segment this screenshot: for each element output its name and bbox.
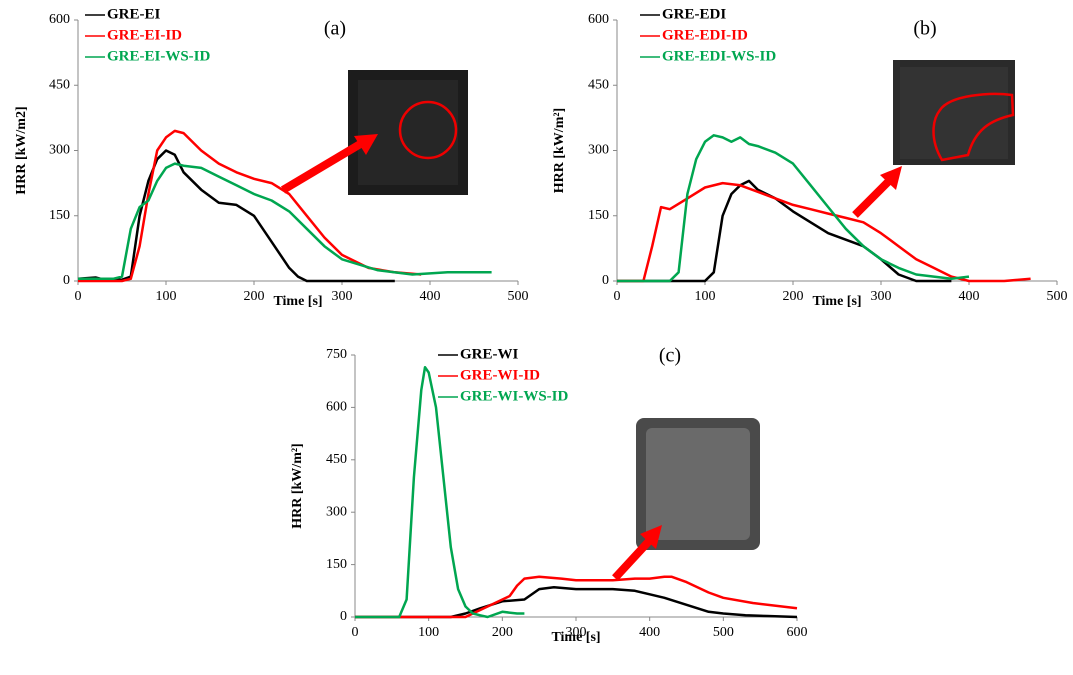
y-tick-label: 600 (326, 400, 347, 415)
photo-c (612, 418, 760, 581)
x-tick-label: 100 (418, 625, 439, 640)
y-tick-label: 150 (588, 208, 609, 223)
y-tick-label: 150 (49, 208, 70, 223)
y-tick-label: 600 (588, 12, 609, 27)
legend-label: GRE-EDI-ID (662, 27, 748, 43)
y-axis-label: HRR [kW/m²] (290, 443, 305, 528)
panel-label: (c) (659, 345, 681, 367)
photo-b (852, 60, 1015, 218)
series-line (77, 149, 395, 283)
x-tick-label: 500 (713, 625, 734, 640)
y-axis-label: HRR [kW/m²] (552, 108, 567, 193)
y-tick-label: 0 (340, 609, 347, 624)
series-line (617, 134, 970, 283)
y-tick-label: 450 (326, 452, 347, 467)
x-axis-label: Time [s] (551, 630, 600, 645)
y-tick-label: 450 (49, 77, 70, 92)
panel-label: (a) (324, 18, 346, 40)
legend-label: GRE-WI (460, 346, 519, 362)
series-line (355, 575, 798, 619)
photo-a (280, 70, 468, 195)
x-axis-label: Time [s] (273, 294, 322, 309)
x-tick-label: 0 (352, 625, 359, 640)
x-tick-label: 500 (508, 289, 529, 304)
legend-label: GRE-EI-ID (107, 27, 182, 43)
y-tick-label: 300 (49, 143, 70, 158)
y-axis-label: HRR [kW/m2] (14, 106, 29, 194)
x-tick-label: 200 (244, 289, 265, 304)
y-tick-label: 450 (588, 77, 609, 92)
x-tick-label: 400 (959, 289, 980, 304)
x-tick-label: 300 (871, 289, 892, 304)
x-tick-label: 200 (492, 625, 513, 640)
y-tick-label: 300 (326, 504, 347, 519)
series-line (78, 162, 492, 281)
x-axis-label: Time [s] (812, 294, 861, 309)
series-line (355, 586, 798, 619)
legend-label: GRE-EDI (662, 6, 726, 22)
y-tick-label: 0 (63, 273, 70, 288)
y-tick-label: 750 (326, 347, 347, 362)
x-tick-label: 200 (783, 289, 804, 304)
x-tick-label: 0 (75, 289, 82, 304)
series-line (355, 365, 525, 619)
panel-label: (b) (913, 18, 936, 40)
series-line (617, 181, 1031, 283)
x-tick-label: 400 (420, 289, 441, 304)
x-tick-label: 0 (614, 289, 621, 304)
legend-label: GRE-WI-ID (460, 367, 540, 383)
legend-label: GRE-EI (107, 6, 161, 22)
x-tick-label: 100 (695, 289, 716, 304)
y-tick-label: 0 (602, 273, 609, 288)
x-tick-label: 300 (566, 625, 587, 640)
y-tick-label: 300 (588, 143, 609, 158)
x-tick-label: 100 (156, 289, 177, 304)
legend-label: GRE-WI-WS-ID (460, 388, 569, 404)
y-tick-label: 150 (326, 557, 347, 572)
x-tick-label: 400 (639, 625, 660, 640)
x-tick-label: 500 (1047, 289, 1068, 304)
x-tick-label: 300 (332, 289, 353, 304)
y-tick-label: 600 (49, 12, 70, 27)
series-line (78, 129, 422, 283)
x-tick-label: 600 (787, 625, 808, 640)
legend-label: GRE-EI-WS-ID (107, 48, 211, 64)
legend-label: GRE-EDI-WS-ID (662, 48, 776, 64)
series-line (617, 179, 952, 283)
